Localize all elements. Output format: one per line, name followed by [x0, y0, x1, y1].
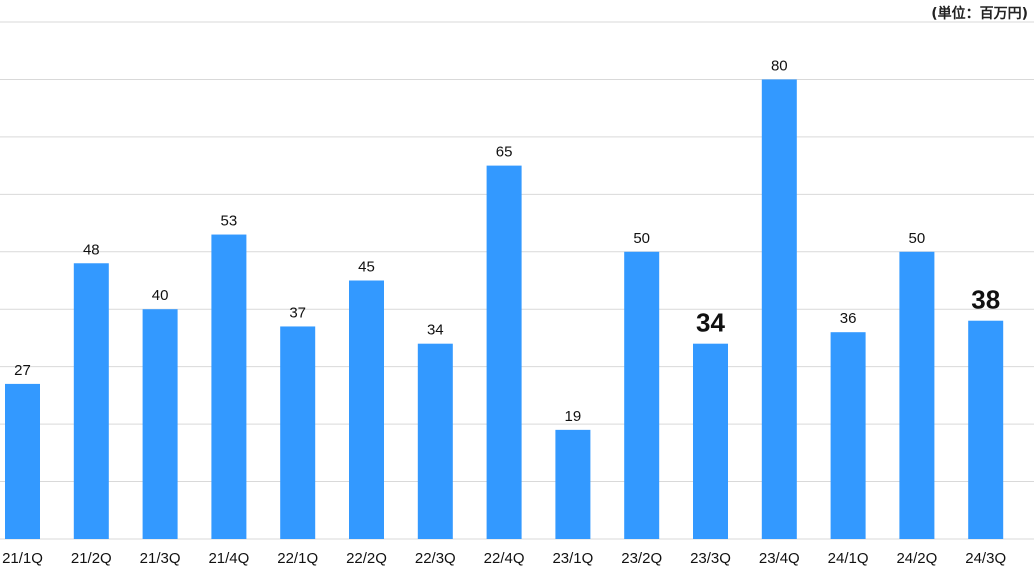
- category-label: 21/4Q: [208, 550, 249, 567]
- value-label: 34: [696, 308, 725, 338]
- bar: [280, 326, 316, 539]
- bar: [761, 79, 797, 539]
- value-label: 53: [221, 213, 238, 230]
- bar: [349, 280, 384, 539]
- category-label: 23/4Q: [759, 550, 800, 567]
- value-label: 80: [771, 57, 788, 74]
- category-label: 22/4Q: [484, 550, 525, 567]
- bar: [624, 251, 660, 539]
- bar: [211, 234, 247, 540]
- bar: [5, 383, 40, 539]
- value-label: 50: [909, 230, 926, 247]
- category-label: 22/2Q: [346, 550, 387, 567]
- category-label: 22/1Q: [277, 550, 318, 567]
- category-label: 21/2Q: [71, 550, 112, 567]
- value-label: 36: [840, 310, 857, 327]
- value-label: 45: [358, 259, 375, 276]
- value-label: 65: [496, 144, 513, 161]
- category-label: 21/1Q: [2, 550, 43, 567]
- bar: [968, 320, 1004, 539]
- value-label: 27: [14, 362, 31, 379]
- bar: [693, 343, 728, 539]
- category-label: 23/3Q: [690, 550, 731, 567]
- bar: [555, 429, 591, 539]
- bar: [486, 165, 522, 539]
- category-label: 21/3Q: [140, 550, 181, 567]
- bar: [830, 332, 866, 539]
- category-label: 24/2Q: [896, 550, 937, 567]
- value-label: 50: [633, 230, 650, 247]
- value-label: 34: [427, 322, 444, 339]
- bar: [142, 309, 178, 539]
- value-label: 37: [289, 304, 306, 321]
- bar: [73, 263, 109, 539]
- category-label: 24/3Q: [965, 550, 1006, 567]
- category-label: 23/2Q: [621, 550, 662, 567]
- category-label: 22/3Q: [415, 550, 456, 567]
- category-label: 24/1Q: [828, 550, 869, 567]
- unit-label: (単位：百万円): [931, 6, 1028, 22]
- category-label: 23/1Q: [552, 550, 593, 567]
- bar: [417, 343, 453, 539]
- value-label: 19: [565, 408, 582, 425]
- bar: [899, 251, 935, 539]
- value-label: 48: [83, 241, 100, 258]
- value-label: 38: [971, 285, 1000, 315]
- value-label: 40: [152, 287, 169, 304]
